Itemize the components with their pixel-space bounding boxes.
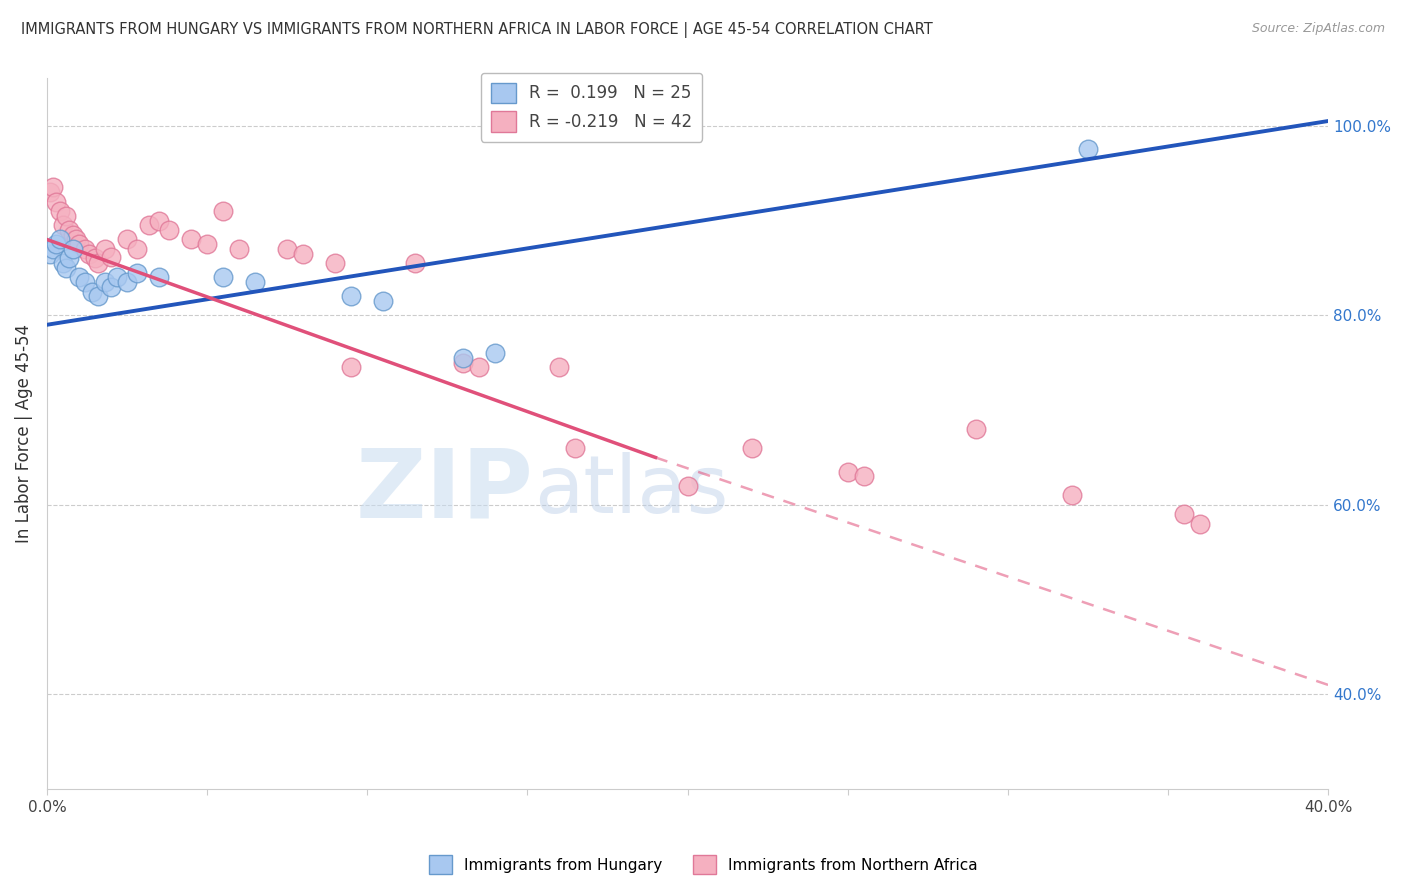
Point bbox=[548, 360, 571, 375]
Point bbox=[1060, 488, 1083, 502]
Point bbox=[39, 185, 62, 199]
Point bbox=[965, 422, 987, 436]
Point bbox=[323, 256, 346, 270]
Point bbox=[1173, 508, 1195, 522]
Point bbox=[1077, 143, 1099, 157]
Point bbox=[1188, 516, 1211, 531]
Point bbox=[48, 232, 70, 246]
Point bbox=[340, 360, 363, 375]
Point bbox=[100, 280, 122, 294]
Point bbox=[564, 441, 586, 455]
Y-axis label: In Labor Force | Age 45-54: In Labor Force | Age 45-54 bbox=[15, 325, 32, 543]
Point bbox=[58, 252, 80, 266]
Point bbox=[39, 246, 62, 260]
Point bbox=[67, 270, 90, 285]
Point bbox=[148, 270, 170, 285]
Point bbox=[138, 219, 160, 233]
Point bbox=[148, 213, 170, 227]
Point bbox=[45, 194, 67, 209]
Point bbox=[55, 260, 77, 275]
Point bbox=[45, 237, 67, 252]
Point bbox=[65, 232, 87, 246]
Point bbox=[55, 209, 77, 223]
Point bbox=[195, 237, 218, 252]
Point bbox=[52, 256, 75, 270]
Point bbox=[157, 223, 180, 237]
Point bbox=[852, 469, 875, 483]
Text: atlas: atlas bbox=[534, 451, 728, 530]
Point bbox=[484, 346, 506, 360]
Point bbox=[404, 256, 426, 270]
Point bbox=[87, 256, 110, 270]
Point bbox=[228, 242, 250, 256]
Point bbox=[115, 275, 138, 289]
Text: ZIP: ZIP bbox=[356, 444, 534, 537]
Point bbox=[837, 465, 859, 479]
Point bbox=[453, 356, 475, 370]
Point bbox=[67, 237, 90, 252]
Text: Source: ZipAtlas.com: Source: ZipAtlas.com bbox=[1251, 22, 1385, 36]
Point bbox=[115, 232, 138, 246]
Point bbox=[292, 246, 315, 260]
Point bbox=[62, 242, 84, 256]
Point bbox=[676, 479, 699, 493]
Point bbox=[42, 242, 65, 256]
Point bbox=[62, 227, 84, 242]
Point bbox=[52, 219, 75, 233]
Point bbox=[80, 285, 103, 299]
Point bbox=[100, 250, 122, 264]
Point bbox=[105, 270, 128, 285]
Point bbox=[468, 360, 491, 375]
Legend: Immigrants from Hungary, Immigrants from Northern Africa: Immigrants from Hungary, Immigrants from… bbox=[423, 849, 983, 880]
Point bbox=[75, 275, 97, 289]
Point bbox=[212, 204, 235, 219]
Point bbox=[87, 289, 110, 303]
Point bbox=[93, 275, 115, 289]
Point bbox=[453, 351, 475, 365]
Point bbox=[125, 242, 148, 256]
Legend: R =  0.199   N = 25, R = -0.219   N = 42: R = 0.199 N = 25, R = -0.219 N = 42 bbox=[481, 72, 702, 142]
Point bbox=[77, 246, 100, 260]
Text: IMMIGRANTS FROM HUNGARY VS IMMIGRANTS FROM NORTHERN AFRICA IN LABOR FORCE | AGE : IMMIGRANTS FROM HUNGARY VS IMMIGRANTS FR… bbox=[21, 22, 932, 38]
Point bbox=[340, 289, 363, 303]
Point bbox=[276, 242, 298, 256]
Point bbox=[48, 204, 70, 219]
Point bbox=[84, 252, 107, 266]
Point bbox=[180, 232, 202, 246]
Point bbox=[125, 266, 148, 280]
Point bbox=[93, 242, 115, 256]
Point bbox=[42, 180, 65, 194]
Point bbox=[58, 223, 80, 237]
Point bbox=[75, 242, 97, 256]
Point bbox=[243, 275, 266, 289]
Point bbox=[212, 270, 235, 285]
Point bbox=[373, 294, 395, 309]
Point bbox=[741, 441, 763, 455]
